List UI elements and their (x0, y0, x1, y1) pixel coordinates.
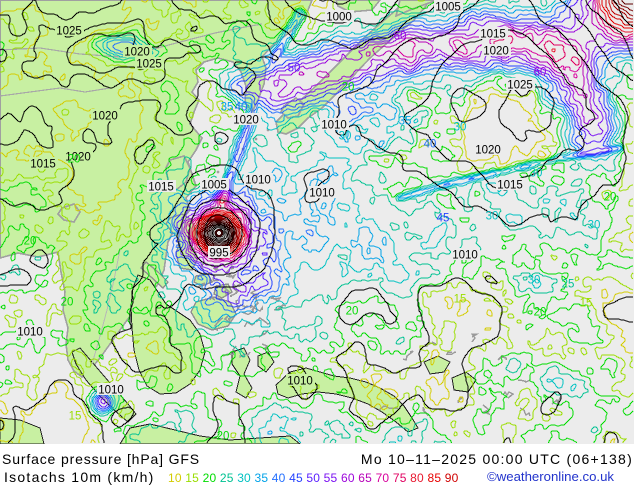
svg-text:20: 20 (61, 297, 74, 309)
svg-text:1010: 1010 (98, 385, 124, 397)
svg-text:1010: 1010 (321, 120, 347, 132)
svg-text:1000: 1000 (326, 12, 352, 24)
svg-text:30: 30 (339, 131, 352, 143)
svg-text:40: 40 (424, 139, 437, 151)
svg-text:20: 20 (24, 236, 37, 248)
svg-text:1010: 1010 (17, 327, 43, 339)
svg-text:15: 15 (580, 298, 593, 310)
svg-text:1025: 1025 (507, 80, 533, 92)
svg-text:35: 35 (221, 102, 234, 114)
svg-text:20: 20 (68, 154, 81, 166)
svg-text:50: 50 (288, 63, 301, 75)
svg-text:40: 40 (235, 102, 248, 114)
svg-text:45: 45 (437, 213, 450, 225)
svg-text:25: 25 (562, 279, 575, 291)
svg-text:1020: 1020 (475, 145, 501, 157)
svg-text:15: 15 (69, 411, 82, 423)
svg-text:1010: 1010 (245, 175, 271, 187)
svg-text:1025: 1025 (136, 59, 162, 71)
svg-text:60: 60 (394, 31, 407, 43)
svg-text:1005: 1005 (201, 180, 227, 192)
svg-text:1015: 1015 (30, 159, 56, 171)
svg-text:30: 30 (486, 211, 499, 223)
svg-text:1025: 1025 (56, 26, 82, 38)
svg-text:1020: 1020 (233, 115, 259, 127)
svg-text:1015: 1015 (148, 182, 174, 194)
svg-text:1010: 1010 (452, 250, 478, 262)
svg-text:30: 30 (454, 122, 467, 134)
svg-text:1020: 1020 (483, 46, 509, 58)
svg-text:1020: 1020 (124, 47, 150, 59)
svg-text:60: 60 (534, 67, 547, 79)
svg-text:1010: 1010 (287, 376, 313, 388)
svg-text:1005: 1005 (435, 2, 461, 14)
svg-text:20: 20 (534, 307, 547, 319)
svg-text:1020: 1020 (92, 111, 118, 123)
svg-text:1010: 1010 (309, 188, 335, 200)
svg-text:35: 35 (399, 116, 412, 128)
svg-text:20: 20 (217, 431, 230, 443)
svg-text:20: 20 (604, 192, 617, 204)
svg-text:1015: 1015 (480, 29, 506, 41)
svg-text:30: 30 (528, 275, 541, 287)
svg-text:20: 20 (346, 306, 359, 318)
svg-text:30: 30 (588, 220, 601, 232)
svg-text:1020: 1020 (65, 152, 91, 164)
svg-text:995: 995 (209, 248, 228, 260)
svg-text:20: 20 (342, 82, 355, 94)
svg-text:15: 15 (454, 294, 467, 306)
svg-text:30: 30 (530, 168, 543, 180)
svg-text:1015: 1015 (497, 180, 523, 192)
